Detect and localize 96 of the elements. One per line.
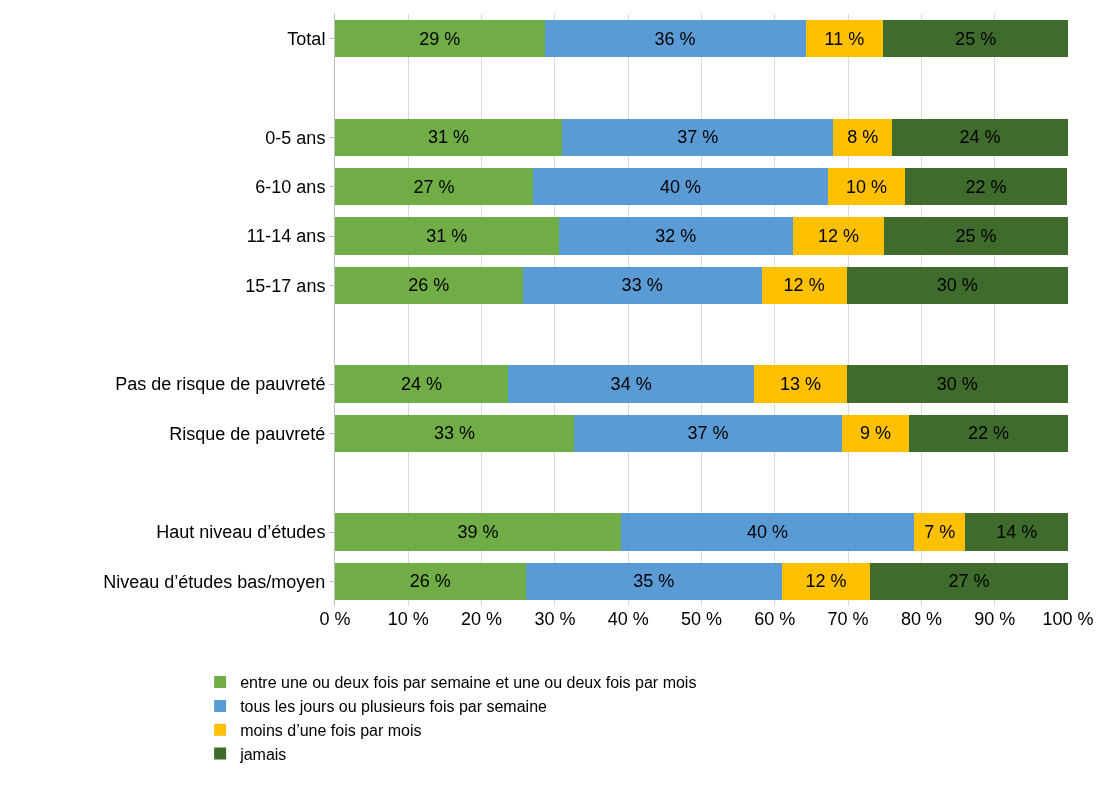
y-tick-label: 15-17 ans <box>245 275 326 296</box>
bar <box>525 562 783 601</box>
x-tick-label: 10 % <box>387 609 429 629</box>
bar <box>335 365 508 403</box>
bar <box>335 167 533 206</box>
legend-label: moins d’une fois par mois <box>240 721 422 739</box>
legend-label: entre une ou deux fois par semaine et une ou deux fois par mois <box>240 674 697 692</box>
data-label: 27 % <box>948 571 990 592</box>
y-tick-label: Risque de pauvreté <box>169 423 326 444</box>
data-label: 11 % <box>824 28 865 49</box>
data-label: 13 % <box>779 374 821 394</box>
data-label: 12 % <box>818 226 860 246</box>
bar <box>558 217 794 255</box>
x-tick-label: 0 % <box>319 609 351 629</box>
data-label: 24 % <box>400 374 443 394</box>
bar <box>908 414 1068 453</box>
data-label: 40 % <box>660 176 702 197</box>
bar <box>761 266 847 305</box>
data-label: 26 % <box>409 571 451 592</box>
bar <box>793 217 885 255</box>
bar <box>522 266 762 305</box>
bar <box>335 513 621 551</box>
bar <box>335 19 545 58</box>
bar <box>335 217 559 255</box>
x-tick-label: 30 % <box>534 609 576 629</box>
data-label: 39 % <box>457 522 499 542</box>
data-label: 36 % <box>654 28 696 49</box>
y-tick-label: 6-10 ans <box>255 176 326 197</box>
bar <box>965 513 1068 551</box>
x-tick-label: 90 % <box>974 609 1016 629</box>
data-label: 26 % <box>408 275 450 296</box>
bar <box>914 513 966 551</box>
bar <box>846 266 1068 305</box>
bar <box>833 118 893 157</box>
data-label: 37 % <box>677 127 719 148</box>
data-label: 22 % <box>967 423 1009 444</box>
x-tick-label: 70 % <box>827 609 869 629</box>
data-label: 12 % <box>783 275 825 296</box>
bar <box>335 414 574 453</box>
bar <box>335 118 563 157</box>
data-label: 22 % <box>965 176 1007 197</box>
x-tick-label: 60 % <box>754 609 796 629</box>
data-label: 12 % <box>805 571 847 592</box>
y-tick-label: 11-14 ans <box>246 226 326 247</box>
legend-label: jamais <box>239 745 287 763</box>
legend-label: tous les jours ou plusieurs fois par semaine <box>240 698 548 716</box>
bar <box>842 414 909 453</box>
x-tick-label: 40 % <box>607 609 649 629</box>
bar <box>754 365 847 403</box>
bar <box>532 167 829 206</box>
data-label: 25 % <box>955 226 997 246</box>
data-label: 27 % <box>413 176 455 197</box>
x-tick-label: 80 % <box>900 609 942 629</box>
y-tick-label: Niveau d’études bas/moyen <box>103 571 326 592</box>
y-tick-label: Haut niveau d’études <box>156 522 326 543</box>
data-label: 33 % <box>433 423 475 444</box>
data-label: 24 % <box>959 127 1001 148</box>
bar <box>544 19 806 58</box>
y-tick-label: 0-5 ans <box>265 127 326 148</box>
bar <box>562 118 834 157</box>
bar <box>335 266 523 305</box>
data-label: 30 % <box>936 374 978 394</box>
y-tick-label: Total <box>287 28 326 49</box>
bar <box>870 562 1068 601</box>
bar <box>335 562 526 601</box>
data-label: 34 % <box>610 374 652 394</box>
bar <box>892 118 1068 157</box>
bar <box>828 167 905 206</box>
data-label: 40 % <box>746 522 788 542</box>
data-label: 31 % <box>428 127 470 148</box>
bar <box>846 365 1068 403</box>
bar <box>782 562 871 601</box>
data-label: 9 % <box>860 423 892 444</box>
data-label: 10 % <box>845 176 887 197</box>
data-label: 7 % <box>924 522 956 542</box>
data-label: 8 % <box>847 127 879 148</box>
data-label: 37 % <box>687 423 729 444</box>
data-label: 33 % <box>621 275 663 296</box>
data-label: 14 % <box>996 522 1038 542</box>
data-label: 35 % <box>633 571 675 592</box>
data-label: 29 % <box>419 28 461 49</box>
bar <box>620 513 915 551</box>
bar <box>573 414 843 453</box>
bar <box>884 217 1068 255</box>
data-label: 32 % <box>655 226 697 246</box>
bar <box>805 19 884 58</box>
data-label: 30 % <box>936 275 978 296</box>
bar <box>883 19 1068 58</box>
x-tick-label: 20 % <box>461 609 503 629</box>
bar <box>904 167 1068 206</box>
bar <box>507 365 755 403</box>
data-label: 31 % <box>426 226 468 246</box>
data-label: 25 % <box>955 28 997 49</box>
y-tick-label: Pas de risque de pauvreté <box>115 374 326 395</box>
x-tick-label: 100 % <box>1042 609 1094 629</box>
x-tick-label: 50 % <box>680 609 723 629</box>
